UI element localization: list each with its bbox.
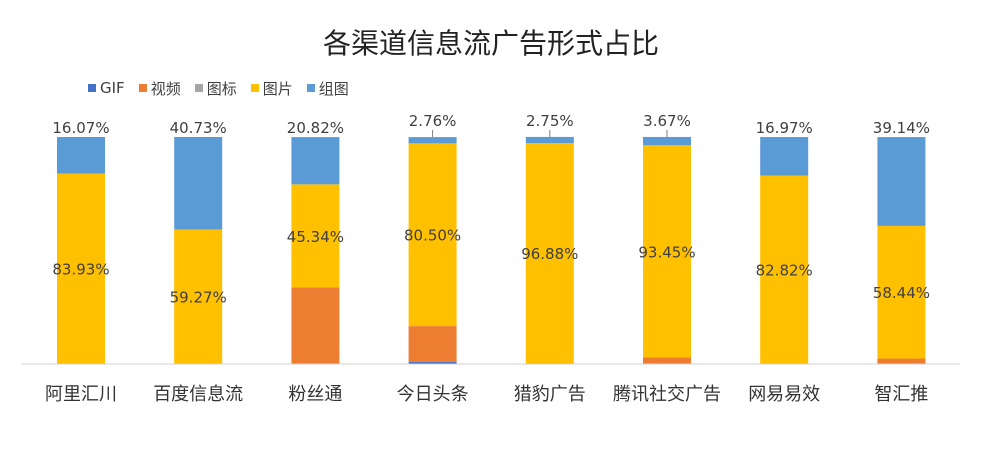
data-label: 16.07% [52,119,109,137]
legend-item: 图标 [194,78,237,99]
data-label: 83.93% [52,261,109,279]
bar-segment [291,287,340,364]
legend-swatch [138,84,147,92]
bar-segment [877,137,926,226]
x-tick-label: 猎豹广告 [514,384,586,405]
data-label: 20.82% [287,119,344,137]
bar-segment [408,326,457,362]
legend-label: 图片 [262,79,293,98]
data-label: 2.75% [526,112,574,130]
legend-label: 图标 [206,79,237,98]
data-label: 93.45% [638,243,695,261]
legend-label: 视频 [150,79,181,98]
data-label: 59.27% [170,289,227,307]
chart-title: 各渠道信息流广告形式占比 [322,27,659,60]
bar-segment [408,137,457,144]
bar-segment [408,361,457,364]
legend: GIF 视频 图标 图片 组图 [88,78,363,98]
legend-swatch [88,84,96,92]
legend-item: 视频 [138,78,181,99]
data-label: 96.88% [521,245,578,263]
data-label: 58.44% [873,284,930,302]
bar-segment [643,145,691,358]
data-label: 39.14% [873,119,930,137]
bar-segment [877,358,926,364]
bar-segment [291,184,340,288]
data-label: 82.82% [756,262,813,280]
legend-item: GIF [88,79,125,97]
x-tick-label: 网易易效 [748,384,820,405]
data-label: 80.50% [404,227,461,245]
bar-segment [174,229,223,364]
data-label: 16.97% [756,119,813,137]
bar-segment [291,137,340,185]
x-tick-label: 粉丝通 [288,384,342,405]
bar-segment [643,136,691,146]
bar-segment [877,225,926,359]
bar-segment [408,143,457,327]
x-tick-label: 百度信息流 [153,384,243,405]
data-label: 3.67% [643,112,691,130]
x-tick-label: 智汇推 [874,384,928,405]
legend-item: 组图 [306,78,349,99]
legend-item: 图片 [250,78,293,99]
bar-segment [57,173,105,364]
x-tick-label: 今日头条 [397,384,469,405]
bar-segment [525,143,574,364]
data-label: 45.34% [287,228,344,246]
legend-swatch [194,84,203,92]
bar-segment [760,137,809,176]
legend-label: GIF [100,79,125,97]
legend-swatch [306,84,315,92]
legend-label: 组图 [318,79,349,98]
legend-swatch [250,84,259,92]
bar-segment [525,136,574,144]
bar-segment [760,175,809,364]
x-tick-label: 阿里汇川 [45,384,117,405]
data-label: 40.73% [170,119,227,137]
bar-segment [174,137,223,230]
bar-segment [643,357,691,364]
x-tick-label: 腾讯社交广告 [613,384,721,405]
data-label: 2.76% [409,112,457,130]
bar-segment [57,137,105,174]
